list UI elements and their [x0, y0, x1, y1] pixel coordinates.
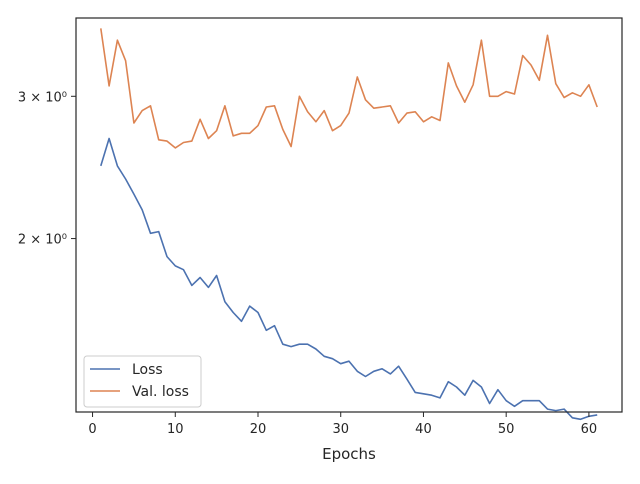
legend-label-1: Loss [132, 362, 163, 378]
x-tick-label: 60 [581, 422, 598, 437]
axes: 0 10 20 30 40 50 60 2 × 10⁰ 3 × 10⁰ [18, 17, 623, 437]
y-tick-label: 2 × 10⁰ [18, 233, 67, 248]
plot-area [100, 28, 598, 421]
x-tick-label: 50 [498, 422, 515, 437]
x-tick-label: 30 [332, 422, 349, 437]
x-tick-label: 40 [415, 422, 432, 437]
x-tick-label: 10 [167, 422, 184, 437]
series-line-1 [100, 137, 598, 421]
x-tick-label: 20 [250, 422, 267, 437]
x-axis-label: Epochs [322, 445, 376, 463]
x-tick-label: 0 [88, 422, 96, 437]
y-tick-label: 3 × 10⁰ [18, 90, 67, 105]
axes-frame [75, 17, 623, 413]
legend: Loss Val. loss [83, 355, 202, 408]
legend-label-2: Val. loss [132, 384, 189, 400]
series-line-2 [100, 28, 598, 149]
